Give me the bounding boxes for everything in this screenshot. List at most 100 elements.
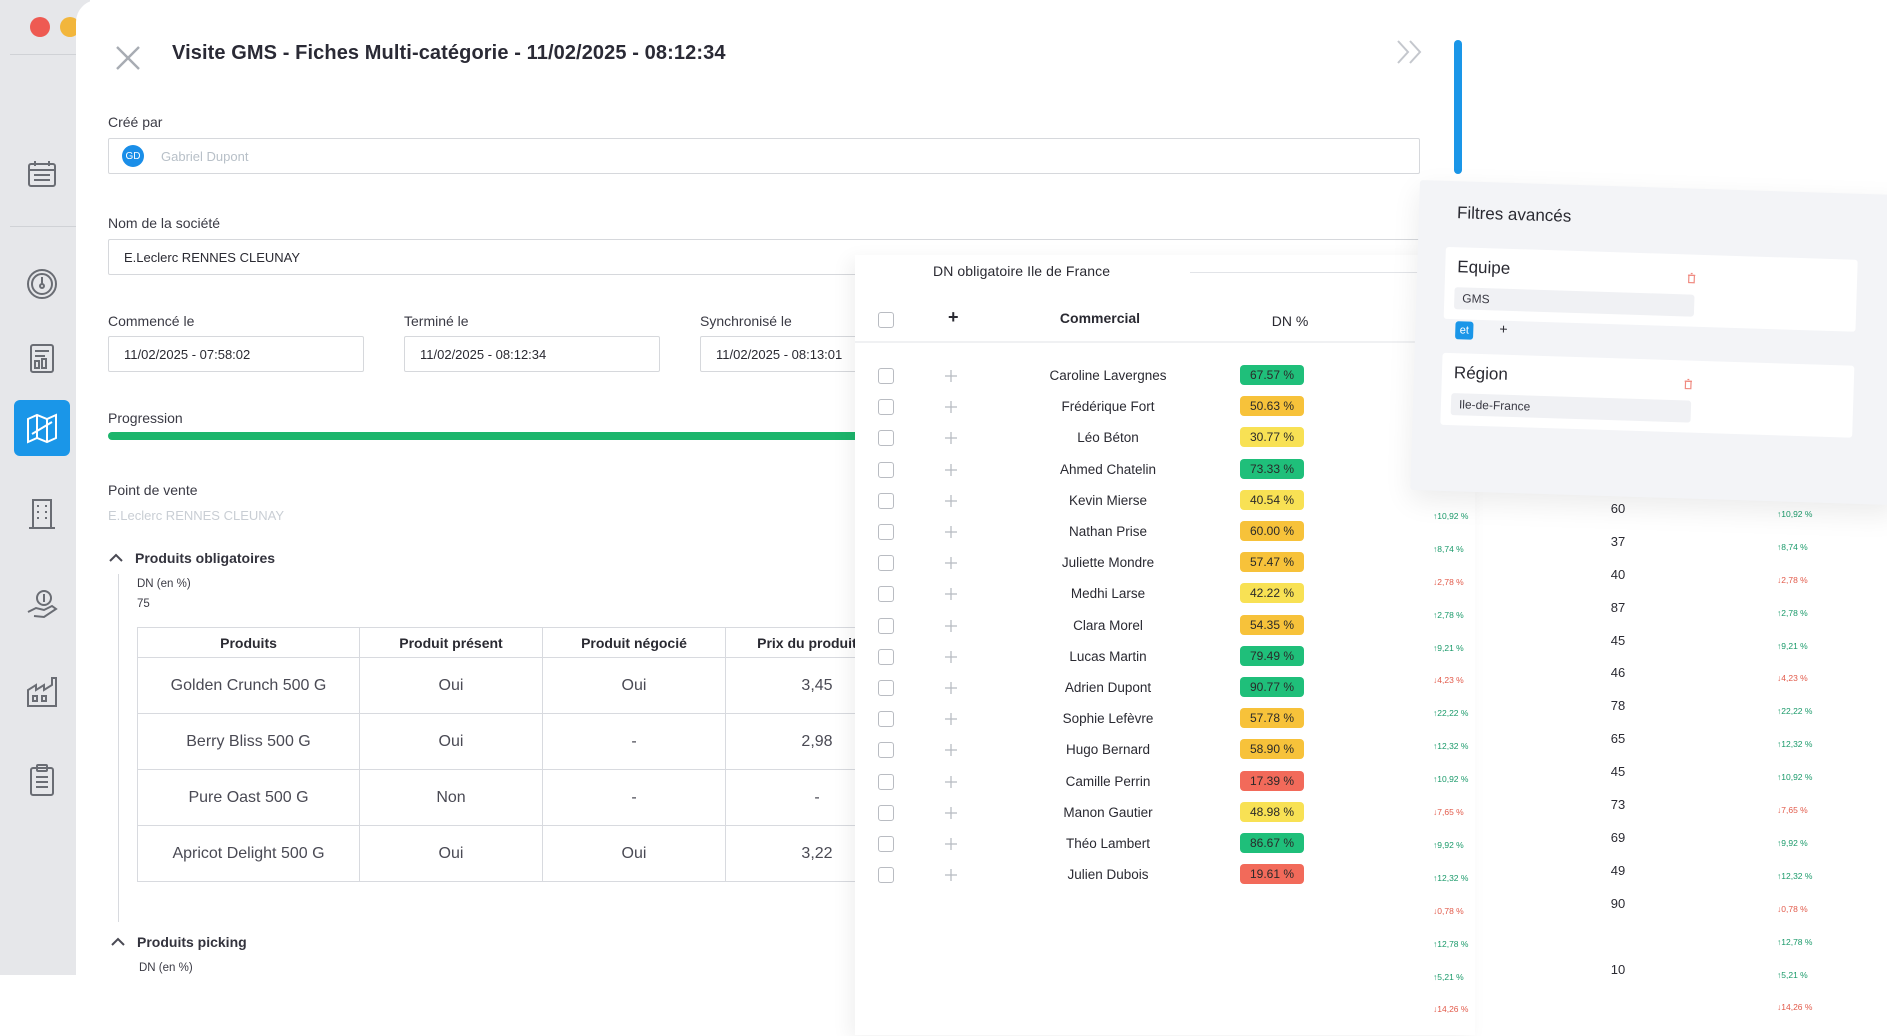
filters-title: Filtres avancés bbox=[1456, 203, 1572, 226]
filter-group-title: Equipe bbox=[1456, 257, 1511, 278]
scrollbar-thumb[interactable] bbox=[1454, 40, 1462, 174]
plus-icon[interactable] bbox=[944, 587, 958, 601]
dn-table-panel: DN obligatoire Ile de France + Commercia… bbox=[855, 255, 1480, 1035]
trend-delta: ↑10,92 % bbox=[1777, 772, 1813, 783]
commercial-name: Julien Dubois bbox=[1067, 867, 1149, 883]
table-cell: Pure Oast 500 G bbox=[137, 769, 360, 826]
sidebar-item-calendar[interactable] bbox=[14, 146, 70, 202]
dn-percent-badge: 73.33 % bbox=[1240, 458, 1304, 479]
row-checkbox[interactable] bbox=[878, 836, 894, 852]
ended-field[interactable]: 11/02/2025 - 08:12:34 bbox=[404, 336, 660, 372]
filter-value-chip[interactable]: Ile-de-France bbox=[1450, 393, 1692, 423]
plus-icon[interactable] bbox=[944, 712, 958, 726]
plus-icon[interactable] bbox=[944, 743, 958, 757]
sidebar-item-dashboard[interactable] bbox=[14, 256, 70, 312]
commercial-column-header[interactable]: Commercial bbox=[1059, 310, 1141, 326]
row-checkbox[interactable] bbox=[878, 773, 894, 790]
table-cell: Oui bbox=[359, 713, 543, 770]
dn-percent-badge: 17.39 % bbox=[1240, 770, 1304, 791]
row-checkbox[interactable] bbox=[878, 867, 894, 884]
created-by-field: GD Gabriel Dupont bbox=[108, 138, 1420, 174]
products-table: Produits Produit présent Produit négocié… bbox=[137, 627, 909, 882]
table-cell: Oui bbox=[359, 657, 543, 714]
close-icon[interactable] bbox=[112, 42, 144, 74]
row-checkbox[interactable] bbox=[878, 680, 894, 696]
double-chevron-right-icon[interactable] bbox=[1394, 38, 1426, 66]
plus-icon[interactable] bbox=[944, 525, 958, 539]
title-divider bbox=[1190, 272, 1480, 273]
sidebar-item-buildings[interactable] bbox=[14, 486, 70, 542]
section-mandatory-title: Produits obligatoires bbox=[135, 550, 276, 566]
trend-delta: ↑10,92 % bbox=[1777, 508, 1813, 519]
trend-delta: ↑22,22 % bbox=[1777, 706, 1813, 717]
row-checkbox[interactable] bbox=[878, 430, 894, 447]
commercial-name: Sophie Lefèvre bbox=[1062, 711, 1154, 727]
commercial-name: Juliette Mondre bbox=[1061, 555, 1155, 571]
sidebar-divider bbox=[10, 226, 80, 227]
sidebar-item-finance[interactable] bbox=[14, 576, 70, 632]
filter-value-chip[interactable]: GMS bbox=[1453, 287, 1695, 317]
trend-delta: ↑12,32 % bbox=[1777, 870, 1813, 881]
trend-delta: ↑9,21 % bbox=[1777, 640, 1808, 651]
filter-group-region[interactable]: Région Ile-de-France bbox=[1440, 352, 1855, 438]
plus-icon[interactable] bbox=[944, 619, 958, 633]
metric-value: 40 bbox=[1610, 566, 1626, 582]
row-checkbox[interactable] bbox=[878, 742, 894, 759]
metric-value: 60 bbox=[1610, 500, 1626, 516]
plus-icon[interactable] bbox=[944, 431, 958, 445]
plus-icon[interactable] bbox=[944, 494, 958, 508]
row-checkbox[interactable] bbox=[878, 461, 894, 478]
sidebar-item-map[interactable] bbox=[14, 400, 70, 456]
row-checkbox[interactable] bbox=[878, 368, 894, 384]
plus-icon[interactable] bbox=[944, 775, 958, 789]
plus-icon[interactable] bbox=[944, 369, 958, 383]
dn-column-header[interactable]: DN % bbox=[1271, 313, 1309, 329]
row-checkbox[interactable] bbox=[878, 617, 894, 634]
sidebar-item-reports[interactable] bbox=[14, 330, 70, 386]
commercial-name: Frédérique Fort bbox=[1061, 399, 1155, 415]
row-checkbox[interactable] bbox=[878, 586, 894, 603]
plus-icon[interactable] bbox=[944, 681, 958, 695]
row-checkbox[interactable] bbox=[878, 555, 894, 572]
trend-delta: ↑9,92 % bbox=[1433, 839, 1464, 850]
row-checkbox[interactable] bbox=[878, 804, 894, 821]
section-mandatory-toggle[interactable]: Produits obligatoires bbox=[108, 550, 275, 566]
trend-delta: ↓0,78 % bbox=[1433, 905, 1464, 916]
row-checkbox[interactable] bbox=[878, 399, 894, 416]
plus-icon[interactable] bbox=[944, 400, 958, 414]
sidebar-item-factory[interactable] bbox=[14, 664, 70, 720]
trend-delta: ↓2,78 % bbox=[1777, 574, 1808, 585]
created-by-label: Créé par bbox=[108, 114, 163, 130]
table-cell: Oui bbox=[542, 825, 726, 882]
plus-icon[interactable] bbox=[944, 650, 958, 664]
table-cell: Apricot Delight 500 G bbox=[137, 825, 360, 882]
section-picking-toggle[interactable]: Produits picking bbox=[110, 934, 247, 950]
started-field[interactable]: 11/02/2025 - 07:58:02 bbox=[108, 336, 364, 372]
trend-delta: ↑9,92 % bbox=[1777, 837, 1808, 848]
plus-icon[interactable] bbox=[944, 806, 958, 820]
row-checkbox[interactable] bbox=[878, 711, 894, 728]
window-close-dot[interactable] bbox=[30, 17, 50, 37]
window-minimize-dot[interactable] bbox=[60, 17, 80, 37]
trash-icon[interactable] bbox=[1683, 378, 1694, 390]
row-checkbox[interactable] bbox=[878, 524, 894, 540]
row-checkbox[interactable] bbox=[878, 492, 894, 509]
plus-icon[interactable] bbox=[944, 463, 958, 477]
metric-value: 10 bbox=[1610, 961, 1626, 977]
filter-group-team[interactable]: Equipe GMS bbox=[1443, 246, 1858, 332]
commercial-name: Léo Béton bbox=[1077, 430, 1139, 446]
company-label: Nom de la société bbox=[108, 215, 221, 231]
add-column-header[interactable]: + bbox=[948, 307, 959, 327]
and-operator-badge[interactable]: et bbox=[1455, 321, 1474, 340]
plus-icon[interactable] bbox=[944, 837, 958, 851]
row-checkbox[interactable] bbox=[878, 648, 894, 665]
trash-icon[interactable] bbox=[1686, 272, 1697, 284]
sidebar-item-tasks[interactable] bbox=[14, 752, 70, 808]
plus-icon[interactable] bbox=[944, 556, 958, 570]
plus-icon[interactable] bbox=[944, 868, 958, 882]
add-filter-button[interactable]: + bbox=[1499, 320, 1508, 337]
trend-delta: ↓4,23 % bbox=[1433, 675, 1464, 686]
select-all-checkbox[interactable] bbox=[878, 312, 894, 328]
dn-value: 75 bbox=[137, 598, 150, 610]
commercial-name: Nathan Prise bbox=[1068, 524, 1148, 539]
